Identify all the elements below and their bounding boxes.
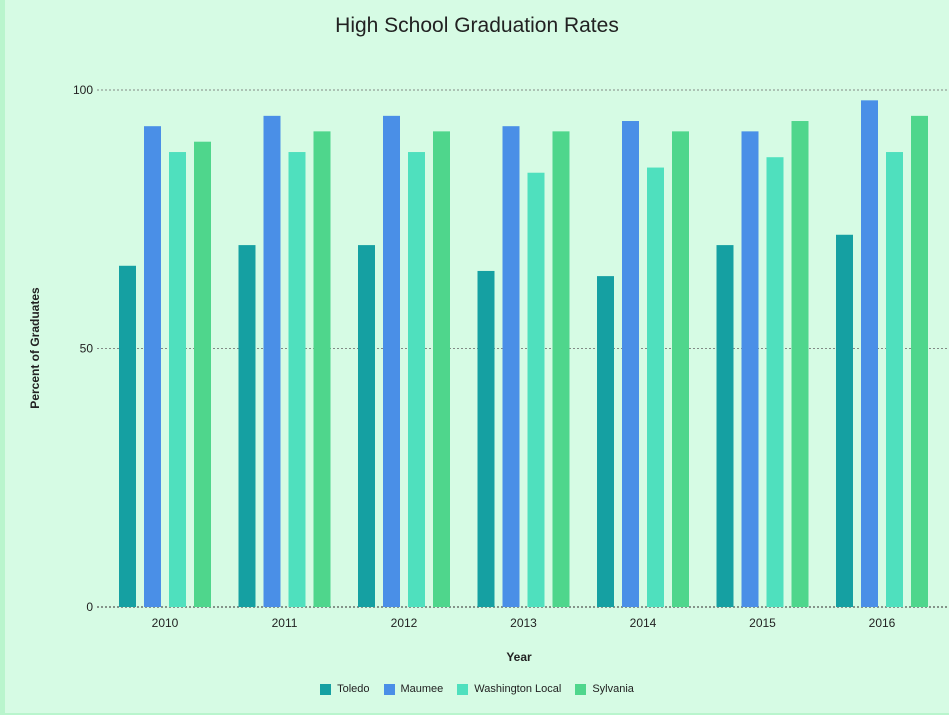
x-tick-label: 2015 bbox=[749, 616, 776, 630]
bar-maumee-2016 bbox=[861, 100, 878, 607]
bar-washington-local-2012 bbox=[408, 152, 425, 608]
y-tick-label: 100 bbox=[73, 83, 93, 97]
x-tick-label: 2013 bbox=[510, 616, 537, 630]
bar-toledo-2013 bbox=[477, 270, 495, 607]
legend-swatch bbox=[575, 683, 587, 695]
legend-swatch bbox=[383, 683, 395, 695]
x-tick-label: 2012 bbox=[391, 616, 418, 630]
bar-maumee-2015 bbox=[741, 131, 759, 608]
chart-plot: 0 50 100 2010 2011 2012 2013 2014 2015 2016 Perce… bbox=[28, 83, 949, 664]
legend-label: Washington Local bbox=[474, 683, 562, 695]
y-tick-label: 50 bbox=[80, 342, 94, 356]
y-tick-label: 0 bbox=[86, 600, 93, 614]
legend-swatch bbox=[457, 683, 469, 695]
bar-sylvania-2013 bbox=[552, 131, 570, 608]
bar-sylvania-2015 bbox=[791, 121, 809, 608]
x-tick-label: 2011 bbox=[272, 616, 298, 630]
bar-washington-local-2013 bbox=[527, 172, 545, 607]
x-tick-label: 2016 bbox=[869, 616, 896, 630]
legend-item-maumee: Maumee bbox=[383, 683, 444, 695]
legend: Toledo Maumee Washington Local Sylvania bbox=[5, 683, 949, 695]
bar-toledo-2014 bbox=[597, 276, 614, 607]
bar-toledo-2015 bbox=[716, 245, 734, 607]
y-axis-title: Percent of Graduates bbox=[28, 287, 42, 409]
chart-title: High School Graduation Rates bbox=[335, 14, 619, 37]
bars-layer bbox=[119, 100, 928, 608]
bar-washington-local-2015 bbox=[766, 157, 784, 607]
legend-label: Sylvania bbox=[592, 683, 634, 695]
x-tick-label: 2010 bbox=[152, 616, 179, 630]
bar-maumee-2013 bbox=[502, 126, 520, 607]
legend-item-washington-local: Washington Local bbox=[457, 683, 561, 695]
bar-washington-local-2014 bbox=[647, 167, 664, 608]
bar-washington-local-2010 bbox=[169, 152, 186, 608]
legend-item-sylvania: Sylvania bbox=[575, 683, 634, 695]
bar-toledo-2016 bbox=[836, 234, 853, 607]
x-tick-label: 2014 bbox=[630, 616, 657, 630]
bar-toledo-2011 bbox=[238, 245, 256, 607]
chart-panel: High School Graduation Rates 0 50 100 2010 2… bbox=[5, 0, 949, 713]
bar-sylvania-2012 bbox=[433, 131, 450, 608]
legend-label: Toledo bbox=[337, 683, 370, 695]
bar-maumee-2012 bbox=[383, 115, 400, 607]
bar-toledo-2010 bbox=[119, 265, 136, 607]
legend-swatch bbox=[320, 683, 332, 695]
axis-layer: 0 50 100 2010 2011 2012 2013 2014 2015 2016 bbox=[73, 83, 896, 630]
x-axis-title: Year bbox=[506, 650, 532, 664]
bar-maumee-2011 bbox=[263, 115, 281, 607]
bar-sylvania-2011 bbox=[313, 131, 331, 608]
bar-washington-local-2011 bbox=[288, 152, 306, 608]
grid-layer bbox=[97, 89, 949, 608]
bar-washington-local-2016 bbox=[886, 152, 903, 608]
legend-label: Maumee bbox=[400, 683, 444, 695]
bar-sylvania-2014 bbox=[672, 131, 689, 608]
bar-sylvania-2010 bbox=[194, 141, 211, 607]
bar-toledo-2012 bbox=[358, 245, 375, 607]
bar-maumee-2010 bbox=[144, 126, 161, 607]
bar-sylvania-2016 bbox=[911, 115, 928, 607]
bar-maumee-2014 bbox=[622, 121, 639, 608]
legend-item-toledo: Toledo bbox=[320, 683, 370, 695]
